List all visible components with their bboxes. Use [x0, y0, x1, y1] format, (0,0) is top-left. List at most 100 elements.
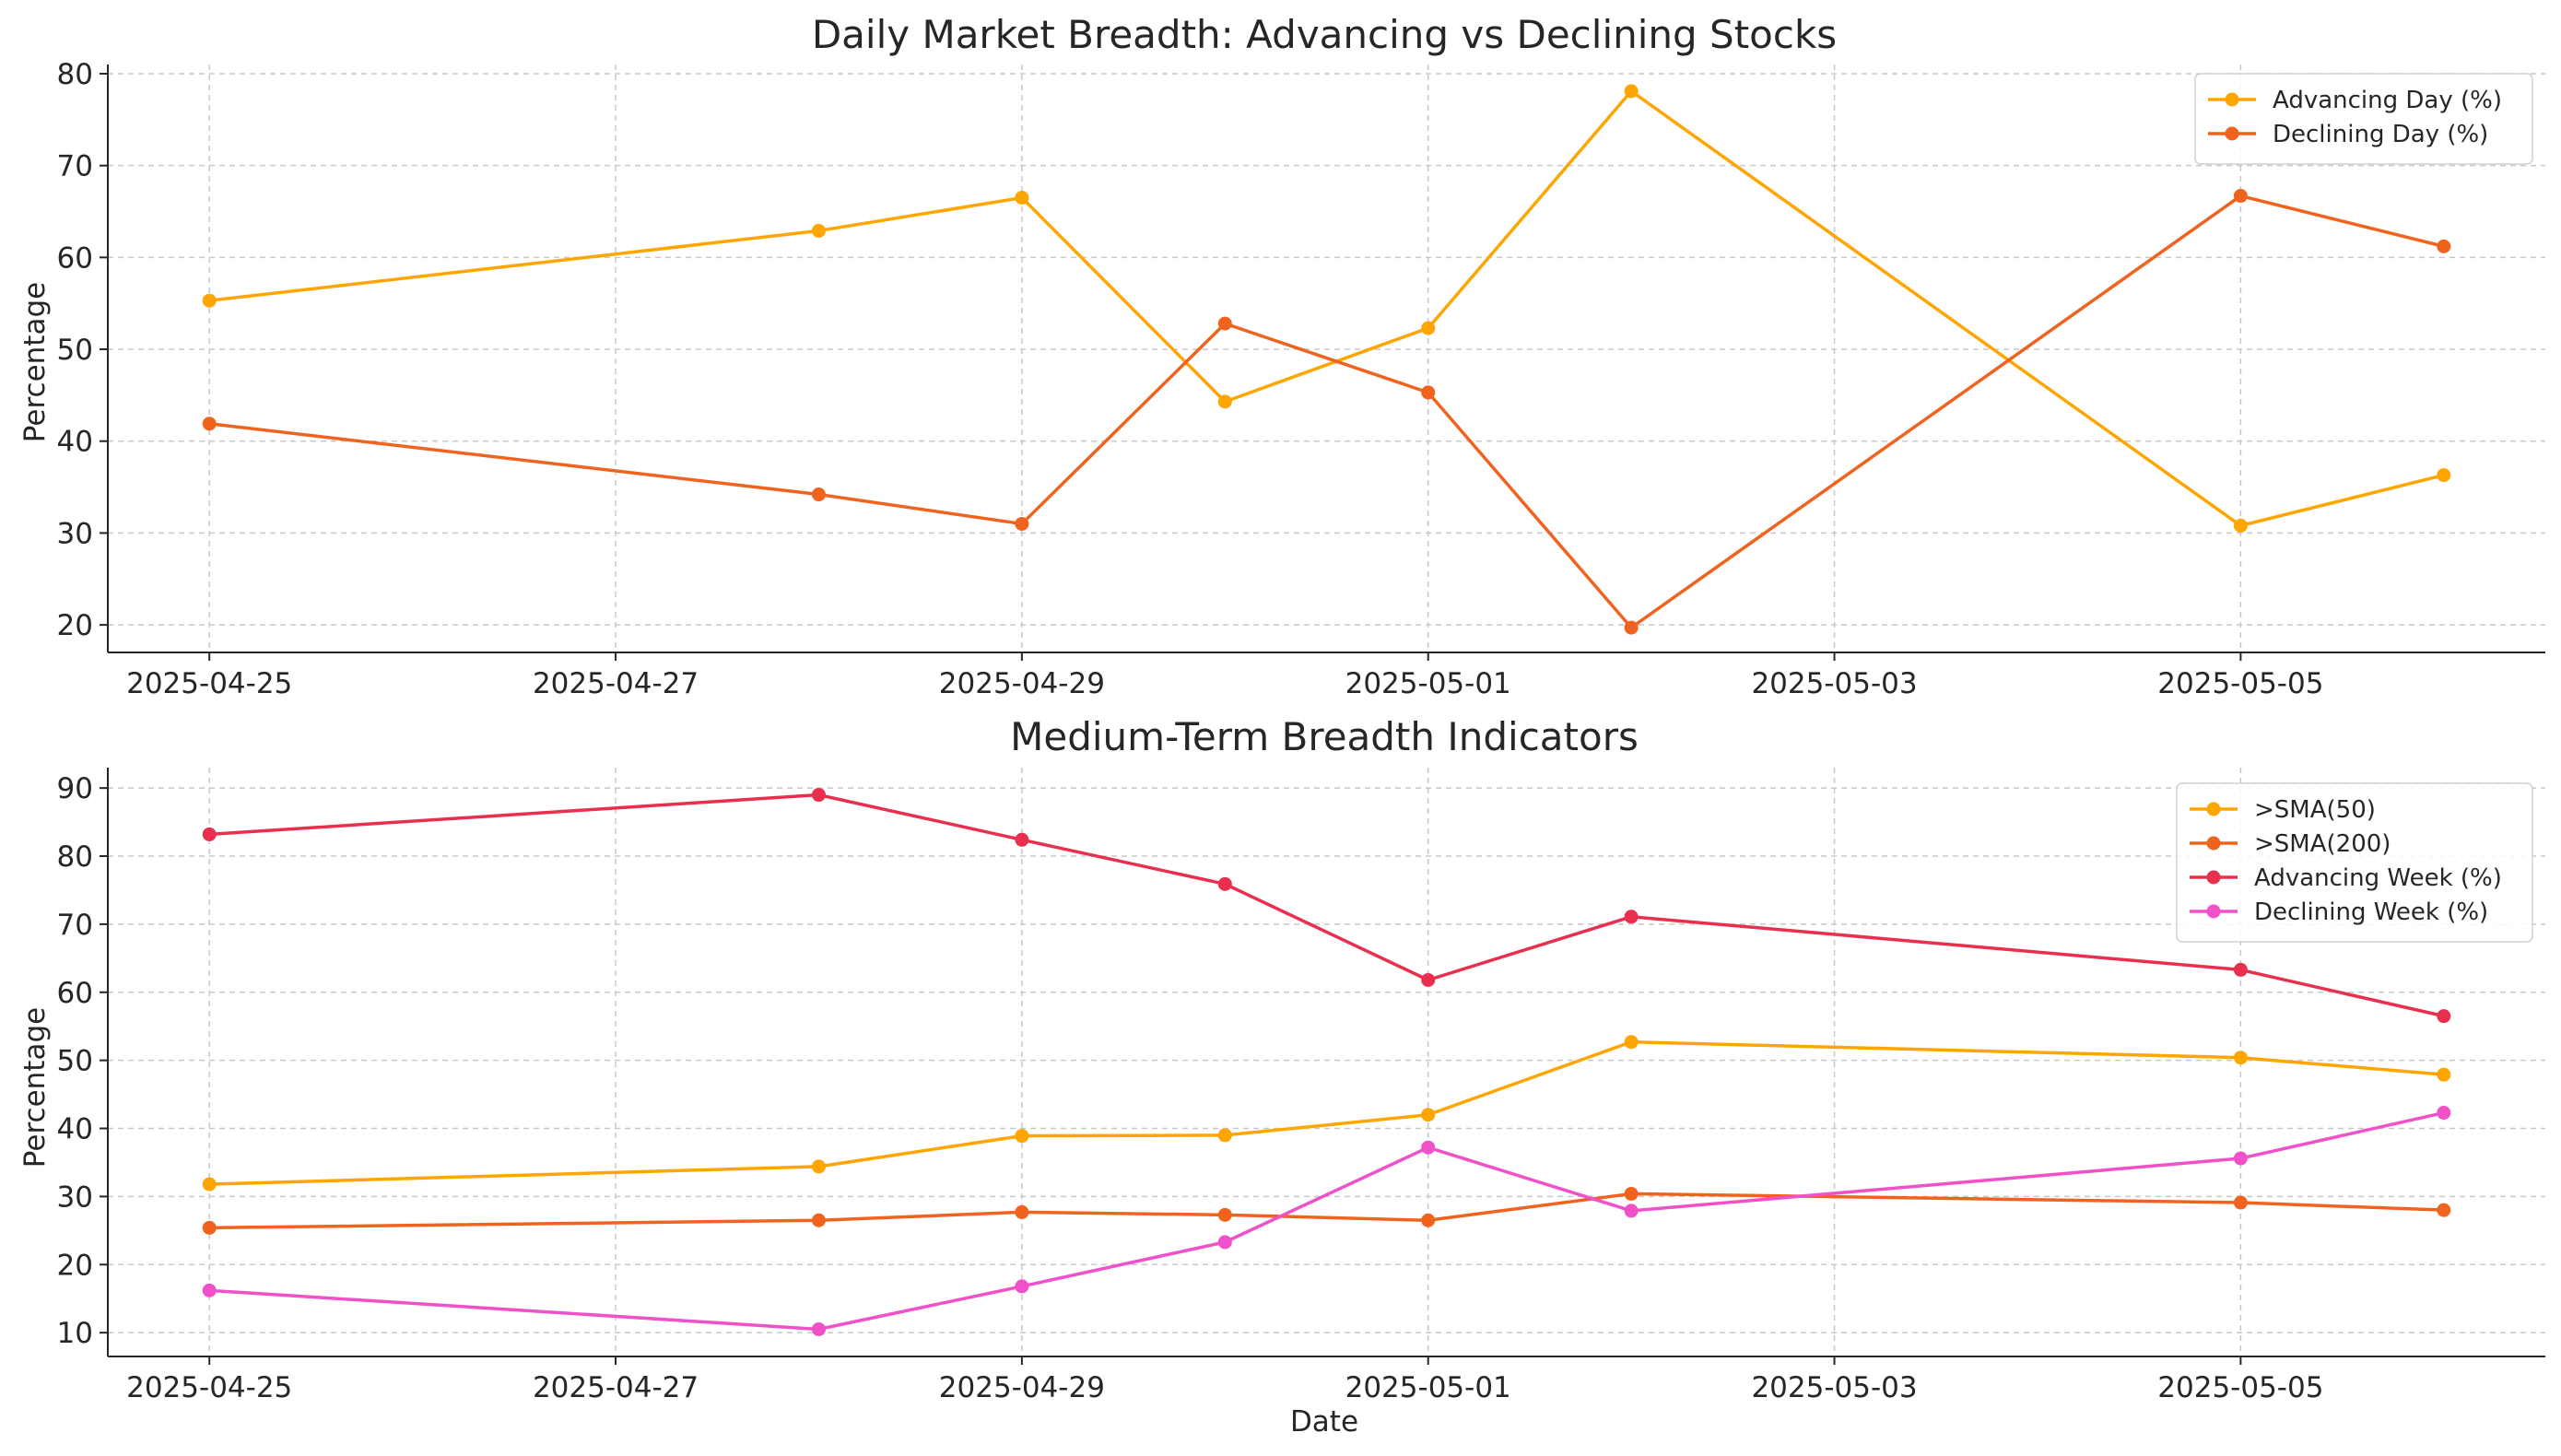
series-declining-day	[202, 189, 2451, 635]
x-tick-label: 2025-04-27	[533, 667, 699, 700]
legend-item: Advancing Day (%)	[2208, 87, 2502, 114]
x-tick-label: 2025-04-25	[126, 667, 292, 700]
data-point	[2437, 239, 2451, 253]
data-point	[1421, 972, 1436, 987]
data-point	[811, 1159, 826, 1174]
y-tick-label: 30	[57, 1180, 93, 1214]
series-sma-200	[202, 1186, 2451, 1235]
legend-marker	[2225, 126, 2239, 141]
data-point	[1624, 84, 1639, 99]
legend-marker	[2225, 92, 2239, 107]
legend-item: Advancing Week (%)	[2190, 864, 2502, 892]
data-point	[1015, 832, 1029, 847]
series-line	[209, 194, 2445, 629]
x-axis-label: Date	[1290, 1405, 1358, 1438]
data-point	[2437, 1106, 2451, 1121]
x-tick-label: 2025-05-03	[1751, 667, 1917, 700]
x-tick-label: 2025-05-01	[1345, 1371, 1511, 1404]
data-point	[202, 827, 217, 841]
data-point	[2437, 468, 2451, 483]
y-tick-label: 80	[57, 840, 93, 874]
y-tick-label: 40	[57, 1113, 93, 1146]
y-tick-label: 20	[57, 1249, 93, 1282]
data-point	[1421, 1213, 1436, 1227]
y-axis-label: Percentage	[18, 1007, 52, 1168]
data-point	[2233, 1195, 2248, 1210]
data-point	[2233, 189, 2248, 204]
data-point	[811, 487, 826, 502]
x-tick-label: 2025-04-27	[533, 1371, 699, 1404]
series-line	[209, 89, 2445, 528]
series-advancing-day	[202, 84, 2451, 533]
data-point	[1015, 191, 1029, 205]
data-point	[1421, 1140, 1436, 1155]
data-point	[1217, 316, 1232, 331]
y-tick-label: 60	[57, 241, 93, 275]
data-point	[1015, 1279, 1029, 1294]
y-tick-label: 40	[57, 426, 93, 459]
x-tick-label: 2025-05-03	[1751, 1371, 1917, 1404]
data-point	[1217, 394, 1232, 409]
legend: >SMA(50) >SMA(200) Advancing Week (%) Decli…	[2176, 782, 2533, 943]
series-advancing-week	[202, 788, 2451, 1024]
x-tick-label: 2025-05-05	[2157, 667, 2323, 700]
data-point	[2437, 1009, 2451, 1024]
x-tick-label: 2025-05-01	[1345, 667, 1511, 700]
data-point	[2233, 1051, 2248, 1065]
data-point	[1015, 516, 1029, 531]
legend-item: Declining Week (%)	[2190, 898, 2488, 926]
legend-label: Advancing Day (%)	[2273, 87, 2502, 114]
data-point	[1421, 321, 1436, 335]
legend-label: >SMA(50)	[2254, 796, 2376, 824]
x-tick-label: 2025-05-05	[2157, 1371, 2323, 1404]
legend-label: Declining Day (%)	[2273, 121, 2488, 148]
series-declining-week	[202, 1106, 2451, 1336]
y-tick-label: 80	[57, 58, 93, 91]
legend-label: Advancing Week (%)	[2254, 864, 2502, 892]
legend-marker	[2206, 870, 2221, 885]
data-point	[2233, 962, 2248, 977]
series-line	[209, 793, 2445, 1018]
data-point	[1624, 910, 1639, 924]
legend-marker	[2206, 904, 2221, 919]
data-point	[1217, 1207, 1232, 1222]
y-tick-label: 70	[57, 150, 93, 183]
data-point	[202, 1283, 217, 1297]
data-point	[2437, 1067, 2451, 1082]
x-tick-label: 2025-04-29	[939, 1371, 1105, 1404]
data-point	[202, 1220, 217, 1235]
data-point	[1217, 1235, 1232, 1250]
legend: Advancing Day (%) Declining Day (%)	[2194, 73, 2533, 165]
x-tick-label: 2025-04-29	[939, 667, 1105, 700]
data-point	[202, 417, 217, 431]
x-tick-label: 2025-04-25	[126, 1371, 292, 1404]
legend-label: >SMA(200)	[2254, 830, 2391, 858]
legend-item: >SMA(200)	[2190, 830, 2391, 858]
data-point	[2233, 1151, 2248, 1166]
data-point	[1624, 1204, 1639, 1218]
series-line	[209, 1110, 2445, 1332]
chart-title: Medium-Term Breadth Indicators	[1010, 714, 1639, 759]
legend-label: Declining Week (%)	[2254, 898, 2488, 926]
data-point	[811, 223, 826, 238]
y-tick-label: 10	[57, 1317, 93, 1350]
y-tick-label: 30	[57, 517, 93, 550]
data-point	[1217, 876, 1232, 891]
data-point	[1624, 1035, 1639, 1050]
y-tick-label: 90	[57, 772, 93, 805]
data-point	[1015, 1204, 1029, 1219]
y-tick-label: 70	[57, 909, 93, 942]
data-point	[1217, 1128, 1232, 1143]
legend-item: Declining Day (%)	[2208, 121, 2488, 148]
data-point	[1624, 1186, 1639, 1201]
medium-term-breadth-chart: Medium-Term Breadth Indicators Percentag…	[18, 714, 2545, 1438]
data-point	[202, 1177, 217, 1192]
series-sma-50	[202, 1035, 2451, 1192]
y-tick-label: 50	[57, 334, 93, 367]
data-point	[811, 1321, 826, 1336]
chart-title: Daily Market Breadth: Advancing vs Decli…	[812, 12, 1837, 57]
data-point	[1421, 1108, 1436, 1122]
y-tick-label: 50	[57, 1045, 93, 1078]
y-tick-label: 60	[57, 977, 93, 1010]
